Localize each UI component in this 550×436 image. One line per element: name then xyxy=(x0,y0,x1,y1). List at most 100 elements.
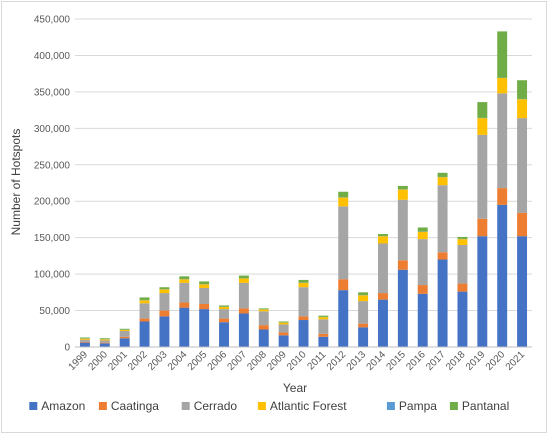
bar-segment xyxy=(119,330,130,337)
bar-segment xyxy=(318,336,329,347)
bar-segment xyxy=(258,309,269,312)
bar-segment xyxy=(238,282,249,309)
x-axis-title: Year xyxy=(283,381,307,395)
bar-segment xyxy=(318,315,329,317)
bar-segment xyxy=(199,309,210,347)
bar-segment xyxy=(417,239,428,286)
y-tick-label: 100,000 xyxy=(34,270,71,281)
legend-label: Pantanal xyxy=(462,399,509,413)
bar-segment xyxy=(79,339,90,342)
bar-segment xyxy=(477,102,488,118)
bar-segment xyxy=(397,260,408,270)
bar-segment xyxy=(338,206,349,280)
bar-segment xyxy=(238,278,249,283)
bar-segment xyxy=(219,306,229,310)
y-tick-label: 50,000 xyxy=(39,306,70,317)
bar-segment xyxy=(417,285,428,294)
y-tick-labels: 0 50,000 100,000 150,000 200,000 250,000 300,0… xyxy=(34,15,71,354)
bar-segment xyxy=(119,338,130,347)
bar-segment xyxy=(318,319,329,334)
bar-segment xyxy=(99,338,110,340)
bar-segment xyxy=(338,197,349,207)
legend-swatch xyxy=(29,402,38,410)
bar-segment xyxy=(378,243,388,294)
bar-segment xyxy=(378,234,388,236)
bar-segment xyxy=(417,231,428,240)
x-tick-label: 2019 xyxy=(464,349,488,373)
x-tick-label: 2007 xyxy=(226,349,250,373)
bar-segment xyxy=(179,279,190,283)
legend-swatch xyxy=(449,402,458,410)
y-tick-label: 300,000 xyxy=(34,124,71,135)
legend-swatch xyxy=(386,402,395,410)
legend-swatch xyxy=(257,402,266,410)
bar-segment xyxy=(497,78,508,94)
legend-label: Atlantic Forest xyxy=(270,399,347,413)
bar-segment xyxy=(159,310,170,317)
x-tick-label: 2021 xyxy=(504,349,528,373)
bar-segment xyxy=(258,329,269,347)
legend-swatch xyxy=(181,402,190,410)
bar-segment xyxy=(358,301,369,324)
bar-segment xyxy=(179,276,190,279)
legend: Amazon Caatinga Cerrado Atlantic Forest Pamp… xyxy=(29,399,509,413)
bar-segment xyxy=(437,185,448,253)
bar-segment xyxy=(278,321,289,323)
bar-segment xyxy=(457,291,468,347)
bar-segment xyxy=(338,279,349,291)
bar-segment xyxy=(497,188,508,205)
bar-segment xyxy=(517,80,528,99)
bar-segment xyxy=(477,236,488,347)
y-tick-label: 350,000 xyxy=(34,87,71,98)
bar-segment xyxy=(199,281,210,285)
bar-segment xyxy=(278,324,289,333)
bar-segment xyxy=(79,338,90,340)
bar-segment xyxy=(139,321,150,347)
bar-segment xyxy=(397,269,408,347)
x-tick-label: 2008 xyxy=(245,349,269,373)
bar-segment xyxy=(378,299,388,347)
bar-segment xyxy=(298,282,309,288)
bar-segment xyxy=(358,327,369,347)
bar-segment xyxy=(219,318,229,323)
legend-label: Amazon xyxy=(41,399,85,413)
bars xyxy=(79,31,528,347)
x-tick-label: 2014 xyxy=(365,349,389,373)
x-tick-label: 2003 xyxy=(146,349,170,373)
legend-swatch xyxy=(98,402,107,410)
bar-segment xyxy=(99,343,110,347)
x-tick-label: 1999 xyxy=(67,349,91,373)
bar-segment xyxy=(517,99,528,119)
bar-segment xyxy=(457,236,468,239)
bar-segment xyxy=(517,118,528,213)
bar-segment xyxy=(258,325,269,330)
bar-segment xyxy=(338,191,349,198)
bar-segment xyxy=(179,282,190,303)
bar-segment xyxy=(437,177,448,186)
bar-segment xyxy=(278,335,289,347)
bar-segment xyxy=(457,283,468,292)
x-tick-label: 2006 xyxy=(206,349,230,373)
bar-segment xyxy=(159,287,170,290)
bar-segment xyxy=(139,303,150,319)
bar-segment xyxy=(79,337,90,339)
bar-segment xyxy=(477,118,488,135)
y-tick-label: 250,000 xyxy=(34,160,71,171)
legend-label: Cerrado xyxy=(194,399,238,413)
bar-segment xyxy=(417,293,428,347)
bar-segment xyxy=(79,342,90,347)
bar-segment xyxy=(238,308,249,314)
bar-segment xyxy=(497,93,508,189)
x-tick-label: 2018 xyxy=(444,349,468,373)
bar-segment xyxy=(159,293,170,311)
bar-segment xyxy=(238,313,249,347)
bar-segment xyxy=(477,218,488,237)
bar-segment xyxy=(298,279,309,283)
legend-label: Caatinga xyxy=(111,399,159,413)
y-tick-label: 150,000 xyxy=(34,233,71,244)
y-axis-title: Number of Hotspots xyxy=(9,129,23,236)
bar-segment xyxy=(338,290,349,347)
x-tick-label: 2016 xyxy=(404,349,428,373)
